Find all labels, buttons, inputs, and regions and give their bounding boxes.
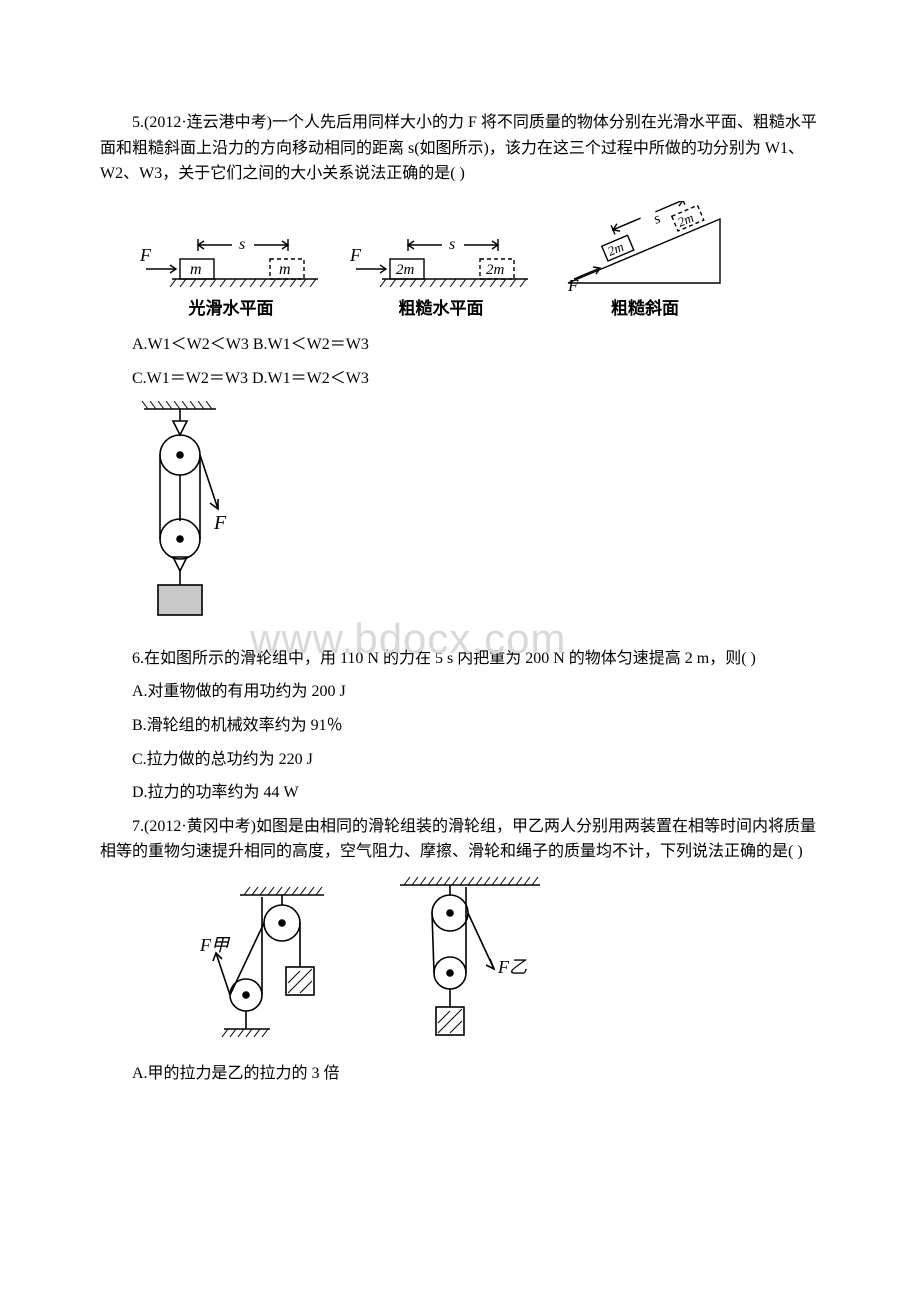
q5-stem: 5.(2012·连云港中考)一个人先后用同样大小的力 F 将不同质量的物体分别在…	[100, 110, 820, 187]
q5-fig-rough: F s 2m 2m 粗糙水平面	[350, 221, 532, 322]
q5-F-label-1: F	[140, 245, 152, 265]
q5-caption-2: 粗糙水平面	[399, 295, 484, 322]
q6-F-label: F	[213, 512, 227, 534]
q6-optD: D.拉力的功率约为 44 W	[100, 780, 820, 806]
q5-caption-1: 光滑水平面	[189, 295, 274, 322]
q7-svg-jia: F甲	[200, 883, 350, 1053]
q6-optA: A.对重物做的有用功约为 200 J	[100, 679, 820, 705]
q7-stem: 7.(2012·黄冈中考)如图是由相同的滑轮组装的滑轮组，甲乙两人分别用两装置在…	[100, 814, 820, 865]
q5-options-line2: C.W1＝W2＝W3 D.W1＝W2＜W3	[100, 366, 820, 392]
q5-svg-smooth: F s m m	[140, 221, 322, 291]
q6-optC: C.拉力做的总功约为 220 J	[100, 747, 820, 773]
q6-svg: F	[140, 399, 240, 629]
q5-fig-smooth: F s m m 光滑水平面	[140, 221, 322, 322]
q5-svg-rough: F s 2m 2m	[350, 221, 532, 291]
q7-svg-yi: F乙	[390, 873, 560, 1053]
q5-F-label-2: F	[350, 245, 362, 265]
q5-figure-strip: F s m m 光滑水平面	[100, 201, 820, 322]
q7-figure: F甲	[140, 873, 820, 1053]
q5-m-label-2b: 2m	[486, 262, 505, 278]
q7-statementA: A.甲的拉力是乙的拉力的 3 倍	[100, 1061, 820, 1087]
q6-figure: F	[140, 399, 820, 638]
q5-s-label-3: s	[651, 210, 663, 227]
q5-F-label-3: F	[567, 276, 579, 291]
q5-options-line1: A.W1＜W2＜W3 B.W1＜W2＝W3	[100, 332, 820, 358]
q6-stem: 6.在如图所示的滑轮组中，用 110 N 的力在 5 s 内把重为 200 N …	[100, 646, 820, 672]
page: 5.(2012·连云港中考)一个人先后用同样大小的力 F 将不同质量的物体分别在…	[0, 0, 920, 1235]
q5-fig-incline: F s 2m 2m 粗糙斜面	[560, 201, 730, 322]
q5-s-label-1: s	[239, 236, 245, 253]
q5-m-label-1b: m	[279, 261, 291, 278]
q5-s-label-2: s	[449, 236, 455, 253]
q5-svg-incline: F s 2m 2m	[560, 201, 730, 291]
q7-F-label-jia: F甲	[200, 935, 231, 955]
q6-optB: B.滑轮组的机械效率约为 91％	[100, 713, 820, 739]
q5-m-label-3: 2m	[605, 239, 625, 259]
q7-F-label-yi: F乙	[497, 957, 527, 977]
q5-caption-3: 粗糙斜面	[611, 295, 679, 322]
q5-m-label-2: 2m	[396, 262, 415, 278]
q5-m-label-1: m	[190, 261, 202, 278]
